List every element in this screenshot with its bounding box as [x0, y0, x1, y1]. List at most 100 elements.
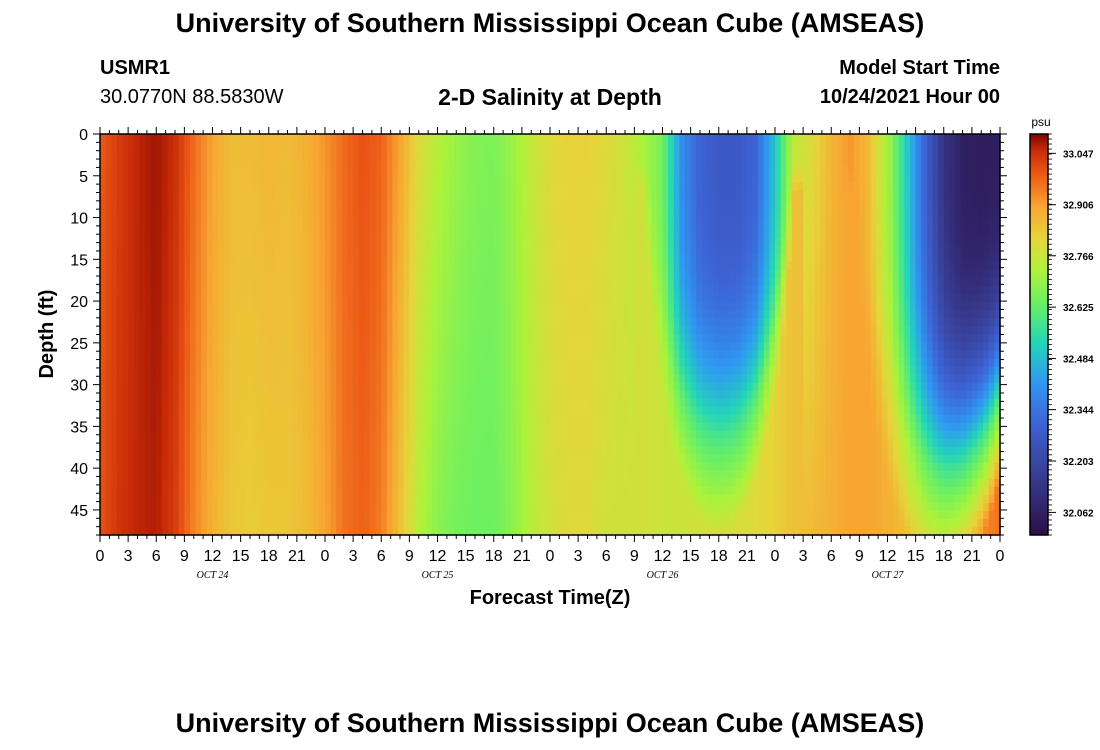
heatmap-cell — [190, 182, 197, 191]
heatmap-cell — [392, 270, 399, 279]
heatmap-cell — [161, 366, 169, 376]
heatmap-cell — [223, 286, 230, 295]
heatmap-cell — [476, 382, 484, 392]
heatmap-cell — [640, 254, 647, 263]
heatmap-cell — [460, 222, 467, 231]
heatmap-cell — [330, 262, 337, 271]
heatmap-cell — [381, 182, 388, 191]
heatmap-cell — [313, 478, 320, 488]
heatmap-cell — [325, 278, 332, 287]
heatmap-cell — [443, 190, 450, 199]
heatmap-cell — [145, 454, 152, 464]
heatmap-cell — [190, 262, 197, 271]
heatmap-cell — [527, 182, 534, 191]
heatmap-cell — [544, 142, 551, 151]
heatmap-cell — [645, 486, 652, 496]
heatmap-cell — [100, 222, 107, 231]
heatmap-cell — [572, 174, 579, 183]
heatmap-cell — [454, 350, 461, 360]
heatmap-cell — [285, 158, 292, 167]
heatmap-cell — [319, 526, 326, 536]
heatmap-cell — [100, 478, 107, 488]
heatmap-cell — [341, 206, 349, 215]
heatmap-cell — [443, 438, 450, 448]
heatmap-cell — [296, 158, 304, 167]
heatmap-cell — [246, 470, 253, 480]
heatmap-cell — [454, 142, 461, 151]
heatmap-cell — [285, 478, 292, 488]
heatmap-cell — [623, 414, 630, 424]
heatmap-cell — [516, 478, 523, 488]
heatmap-cell — [341, 438, 349, 448]
heatmap-cell — [268, 526, 275, 536]
heatmap-cell — [505, 294, 512, 304]
heatmap-cell — [488, 270, 495, 279]
heatmap-cell — [128, 318, 135, 328]
station-id: USMR1 — [100, 57, 171, 79]
heatmap-cell — [386, 294, 394, 304]
heatmap-cell — [538, 142, 545, 151]
heatmap-cell — [510, 414, 517, 424]
heatmap-cell — [375, 438, 382, 448]
heatmap-cell — [173, 382, 180, 392]
heatmap-cell — [595, 246, 602, 255]
heatmap-cell — [409, 150, 416, 159]
heatmap-cell — [246, 158, 253, 167]
heatmap-cell — [229, 350, 236, 360]
heatmap-cell — [325, 366, 332, 376]
heatmap-cell — [122, 182, 129, 191]
heatmap-cell — [651, 262, 658, 271]
heatmap-cell — [403, 318, 410, 328]
heatmap-cell — [499, 494, 506, 504]
heatmap-cell — [431, 270, 439, 279]
heatmap-cell — [190, 510, 197, 520]
heatmap-cell — [392, 222, 399, 231]
heatmap-cell — [471, 246, 478, 255]
heatmap-cell — [268, 454, 275, 464]
heatmap-cell — [600, 214, 607, 223]
heatmap-cell — [268, 206, 275, 215]
heatmap-cell — [212, 526, 219, 536]
heatmap-cell — [313, 470, 320, 480]
heatmap-cell — [341, 502, 349, 512]
heatmap-cell — [201, 510, 208, 520]
heatmap-cell — [274, 438, 281, 448]
heatmap-cell — [381, 214, 388, 223]
heatmap-cell — [538, 446, 545, 456]
heatmap-cell — [611, 342, 619, 352]
heatmap-cell — [223, 270, 230, 279]
heatmap-cell — [105, 230, 112, 239]
heatmap-cell — [431, 454, 439, 464]
heatmap-cell — [375, 246, 382, 255]
heatmap-cell — [589, 350, 596, 360]
heatmap-cell — [651, 406, 658, 416]
heatmap-cell — [617, 390, 624, 400]
heatmap-cell — [415, 374, 422, 384]
heatmap-cell — [561, 366, 568, 376]
heatmap-cell — [651, 414, 658, 424]
heatmap-cell — [409, 294, 416, 304]
heatmap-cell — [628, 374, 635, 384]
heatmap-cell — [561, 478, 568, 488]
heatmap-cell — [268, 422, 275, 432]
heatmap-cell — [465, 374, 472, 384]
heatmap-cell — [611, 310, 619, 320]
heatmap-cell — [448, 486, 455, 496]
heatmap-cell — [437, 494, 444, 504]
heatmap-cell — [375, 166, 382, 175]
heatmap-cell — [600, 382, 607, 392]
heatmap-cell — [499, 422, 506, 432]
heatmap-cell — [403, 382, 410, 392]
heatmap-cell — [550, 254, 557, 263]
heatmap-cell — [566, 374, 574, 384]
heatmap-cell — [235, 358, 242, 368]
heatmap-cell — [229, 502, 236, 512]
heatmap-cell — [606, 438, 613, 448]
heatmap-cell — [313, 214, 320, 223]
heatmap-cell — [223, 142, 230, 151]
heatmap-cell — [628, 278, 635, 287]
heatmap-cell — [201, 374, 208, 384]
heatmap-cell — [116, 478, 124, 488]
heatmap-cell — [527, 294, 534, 304]
heatmap-cell — [336, 310, 343, 320]
